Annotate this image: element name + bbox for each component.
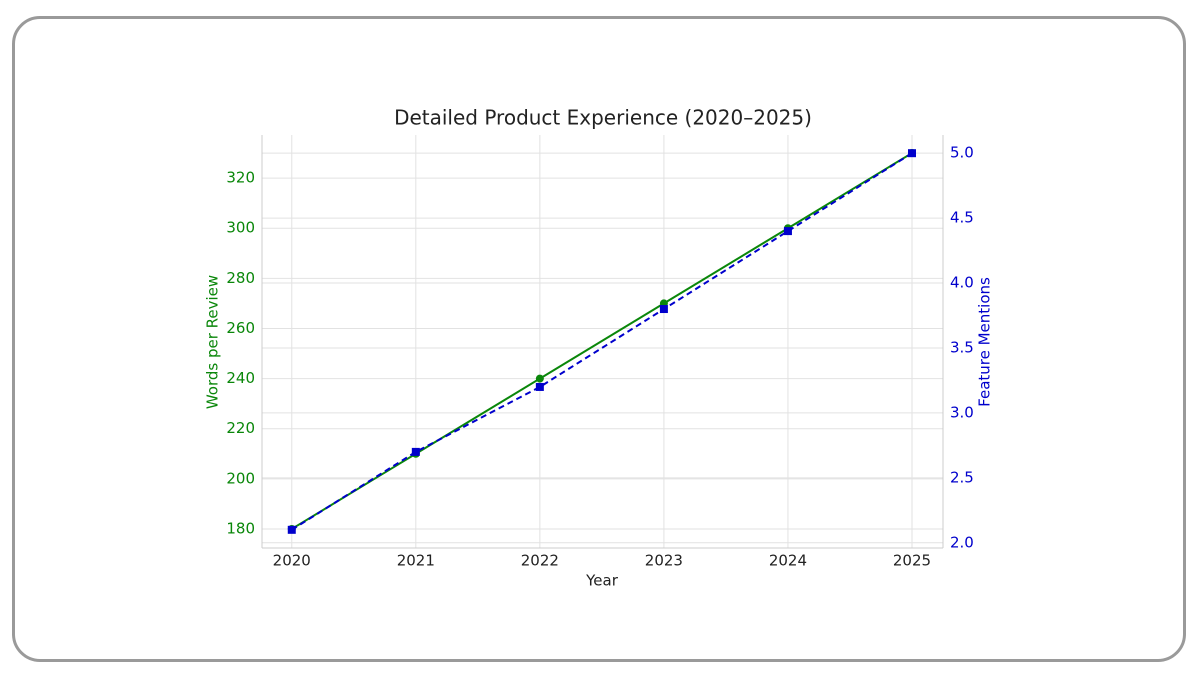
y2-tick-label: 4.5 <box>950 209 974 227</box>
marker <box>411 447 420 456</box>
series-line <box>291 152 913 530</box>
y2-tick-label: 2.0 <box>950 533 974 551</box>
x-axis-label: Year <box>585 572 619 590</box>
marker <box>783 227 792 236</box>
y-tick-label: 180 <box>226 519 255 537</box>
y2-tick-label: 2.5 <box>950 468 974 486</box>
marker <box>907 149 916 158</box>
x-tick-label: 2023 <box>645 552 683 570</box>
y2-tick-label: 3.5 <box>950 338 974 356</box>
y2-tick-label: 3.0 <box>950 403 974 421</box>
marker <box>535 374 544 383</box>
chart-title: Detailed Product Experience (2020–2025) <box>394 106 812 130</box>
y-tick-label: 240 <box>226 369 255 387</box>
x-tick-label: 2020 <box>273 552 311 570</box>
y2-tick-label: 4.0 <box>950 274 974 292</box>
marker <box>659 305 668 314</box>
y-tick-label: 300 <box>226 219 255 237</box>
x-tick-label: 2024 <box>769 552 807 570</box>
series-line <box>291 152 913 531</box>
y2-tick-label: 5.0 <box>950 144 974 162</box>
y-tick-label: 280 <box>226 269 255 287</box>
y-tick-label: 260 <box>226 319 255 337</box>
x-tick-label: 2021 <box>397 552 435 570</box>
y-tick-label: 320 <box>226 169 255 187</box>
y-tick-label: 220 <box>226 419 255 437</box>
marker <box>287 525 296 534</box>
y-tick-label: 200 <box>226 469 255 487</box>
marker <box>535 382 544 391</box>
card <box>12 16 1186 662</box>
x-tick-label: 2022 <box>521 552 559 570</box>
y-axis-label: Words per Review <box>204 275 222 409</box>
y2-axis-label: Feature Mentions <box>976 277 994 407</box>
x-tick-label: 2025 <box>893 552 931 570</box>
